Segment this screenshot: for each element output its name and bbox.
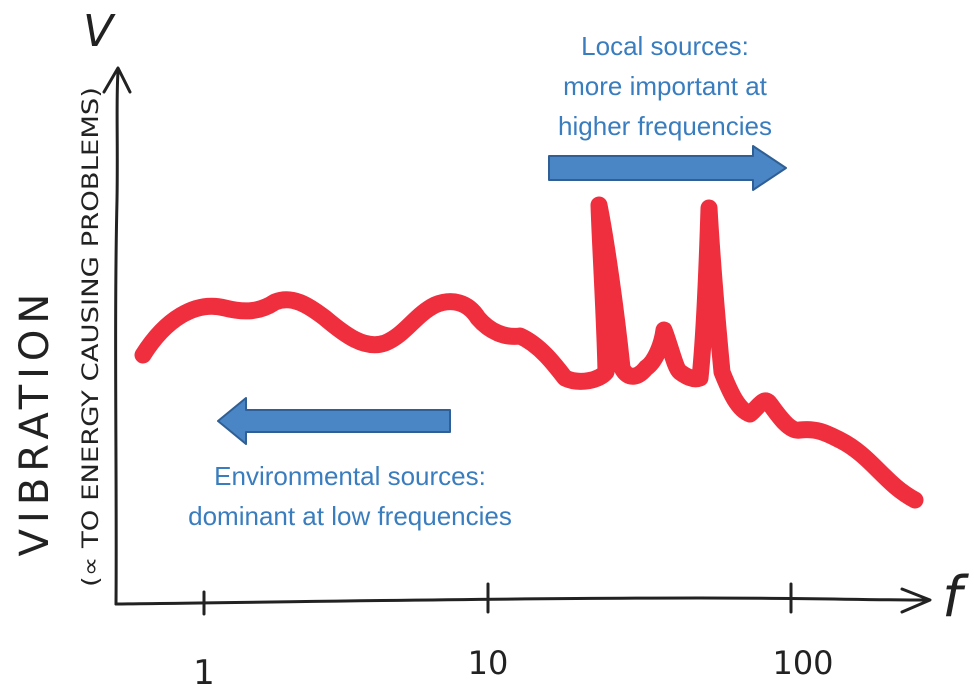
x-tick-label-100: 100: [772, 644, 833, 682]
y-axis-sublabel: (∝ TO ENERGY CAUSING PROBLEMS): [79, 87, 104, 587]
x-tick-label-1: 1: [193, 653, 215, 693]
environmental-sources-line-2: dominant at low frequencies: [188, 501, 512, 531]
x-axis-arrowhead: [900, 587, 932, 614]
local-sources-line-3: higher frequencies: [558, 111, 772, 141]
x-axis-symbol: f: [942, 565, 969, 630]
local-sources-arrow: [548, 145, 787, 191]
local-sources-line-2: more important at: [563, 71, 767, 101]
y-axis-arrowhead: [102, 66, 132, 94]
environmental-sources-callout: Environmental sources: dominant at low f…: [150, 456, 550, 536]
x-tick-label-10: 10: [468, 644, 509, 682]
y-axis-line: [114, 70, 120, 606]
x-axis-line: [114, 596, 930, 606]
y-axis-label: VIBRATION: [12, 288, 58, 557]
vibration-curve: [134, 196, 924, 509]
local-sources-callout: Local sources: more important at higher …: [520, 26, 810, 146]
y-axis-symbol: V: [83, 6, 116, 57]
environmental-sources-line-1: Environmental sources:: [214, 461, 486, 491]
environmental-sources-arrow: [217, 397, 451, 445]
local-sources-line-1: Local sources:: [581, 31, 749, 61]
